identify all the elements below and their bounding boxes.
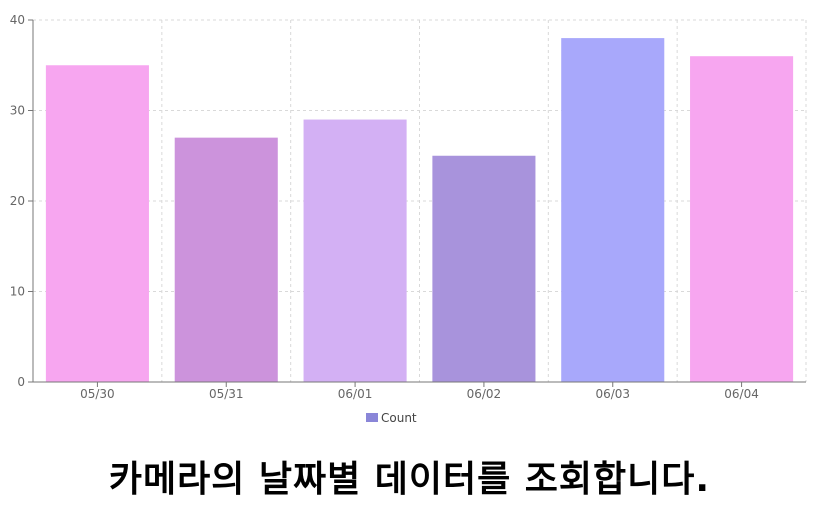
y-tick-label: 20	[10, 194, 25, 208]
y-tick-label: 0	[17, 375, 25, 389]
bar	[303, 119, 407, 383]
x-tick-label: 06/03	[595, 387, 630, 401]
legend: Count	[366, 411, 417, 425]
bar	[432, 155, 536, 382]
bar	[45, 65, 149, 382]
x-tick-label: 06/01	[338, 387, 373, 401]
x-tick-label: 06/02	[467, 387, 502, 401]
grid-lines	[33, 19, 807, 382]
bar-group	[45, 38, 794, 383]
tick-labels: 0 10 20 30 40 05/30 05/31 06/01 06/02 06/03 06/04	[10, 13, 759, 401]
bar	[561, 38, 665, 382]
axes	[28, 19, 806, 387]
caption-text: 카메라의 날짜별 데이터를 조회합니다.	[108, 459, 711, 500]
x-tick-label: 05/30	[80, 387, 115, 401]
y-tick-label: 30	[10, 104, 25, 118]
bar	[690, 56, 794, 382]
x-tick-label: 06/04	[724, 387, 759, 401]
y-tick-label: 40	[10, 13, 25, 27]
legend-label: Count	[381, 411, 417, 425]
legend-swatch	[366, 413, 378, 422]
y-tick-label: 10	[10, 285, 25, 299]
bar	[174, 137, 278, 382]
x-tick-label: 05/31	[209, 387, 244, 401]
